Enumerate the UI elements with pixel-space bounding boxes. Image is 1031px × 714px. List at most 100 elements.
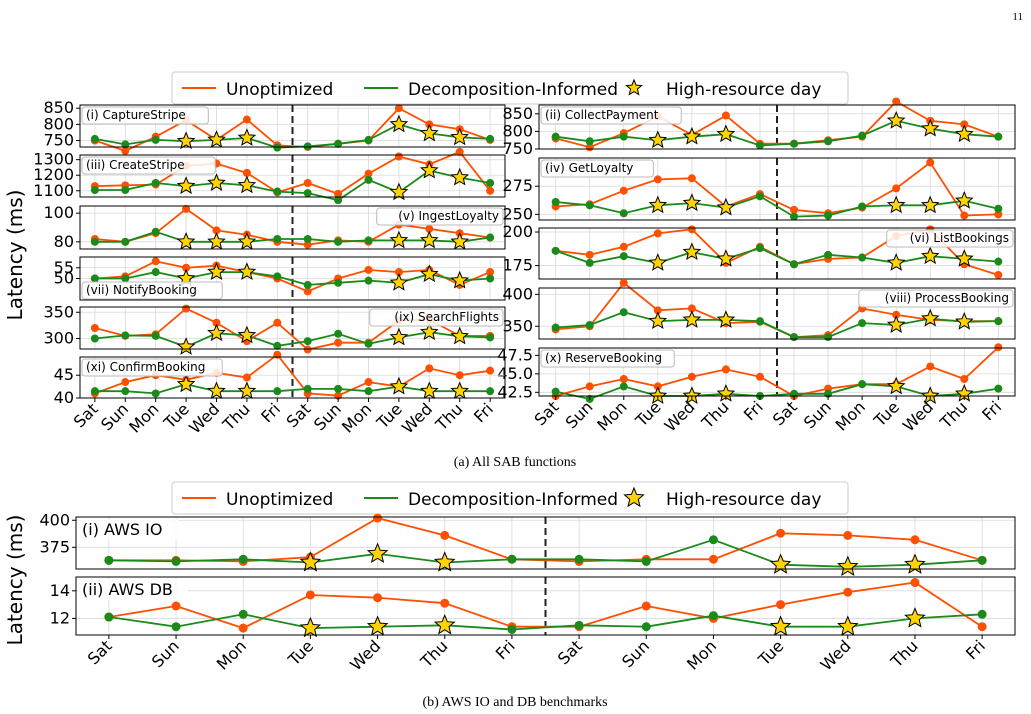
y-tick-label: 45: [54, 365, 74, 384]
panel-title-box: [540, 349, 675, 368]
point: [585, 382, 594, 391]
point: [858, 131, 867, 140]
x-tick-label: Sat: [769, 397, 801, 429]
point: [303, 179, 312, 187]
high-resource-star: [176, 337, 196, 355]
y-tick-label: 350: [43, 302, 74, 321]
point: [926, 362, 935, 371]
point: [858, 319, 867, 328]
high-resource-star: [682, 126, 702, 145]
point: [858, 380, 867, 389]
panel-11: 375 400 (i) AWS IO: [39, 510, 1016, 576]
high-resource-star: [682, 310, 702, 328]
y-tick-label: 400: [502, 284, 533, 303]
high-resource-star: [389, 272, 409, 291]
point: [824, 211, 833, 220]
point: [574, 620, 584, 630]
point: [394, 104, 403, 113]
point: [425, 364, 434, 373]
point: [776, 528, 786, 538]
point: [892, 310, 901, 319]
panel-title-box: [540, 106, 682, 125]
point: [619, 186, 628, 195]
x-tick-label: Thu: [936, 397, 971, 432]
point: [90, 237, 99, 246]
point: [104, 555, 114, 565]
legend-star-label-b: High-resource day: [666, 490, 821, 510]
panel-title-box: [81, 358, 223, 377]
point: [755, 141, 764, 150]
point: [619, 382, 628, 391]
point: [273, 272, 282, 281]
x-tick-label: Sun: [618, 636, 653, 671]
high-resource-star: [450, 231, 470, 250]
point: [364, 169, 373, 178]
point: [212, 318, 221, 327]
series-line-decomposition: [555, 311, 999, 339]
x-tick-label: Tue: [631, 397, 664, 430]
point: [242, 168, 251, 177]
point: [455, 147, 464, 156]
high-resource-star: [682, 242, 702, 261]
y-tick-label: 800: [502, 121, 533, 140]
point: [364, 276, 373, 285]
point: [619, 375, 628, 384]
high-resource-star: [207, 323, 226, 342]
point: [977, 555, 987, 565]
point: [90, 334, 99, 343]
point: [843, 530, 853, 540]
point: [486, 366, 495, 375]
high-resource-star: [648, 195, 668, 214]
panel-title: (vii) NotifyBooking: [86, 283, 197, 297]
high-resource-star: [237, 262, 257, 280]
x-tick-label: Wed: [899, 397, 937, 435]
point: [687, 372, 696, 381]
point: [721, 111, 730, 120]
high-resource-star: [433, 613, 456, 635]
point: [394, 268, 403, 277]
panel-title-box: [81, 156, 216, 175]
high-resource-star: [769, 615, 792, 636]
point: [994, 132, 1003, 141]
high-resource-star: [837, 615, 859, 636]
point: [334, 189, 343, 198]
panel-title: (iv) GetLoyalty: [545, 161, 633, 175]
point: [273, 318, 282, 327]
point: [619, 132, 628, 141]
panel-title-box: [81, 106, 209, 125]
point: [507, 624, 517, 634]
point: [364, 236, 373, 245]
series-line-decomposition: [94, 331, 491, 348]
y-tick-label: 750: [43, 131, 74, 150]
panel-frame: [538, 287, 1016, 340]
y-tick-label: 80: [54, 232, 74, 251]
high-resource-star: [450, 326, 470, 345]
high-resource-star: [419, 381, 439, 400]
x-tick-label: Mon: [338, 399, 375, 436]
high-resource-star: [389, 327, 409, 346]
high-resource-star: [207, 231, 226, 250]
point: [824, 137, 833, 146]
high-resource-star: [207, 173, 226, 191]
point: [151, 389, 160, 398]
high-resource-star: [450, 270, 470, 289]
x-tick-label: Mon: [832, 397, 869, 434]
point: [653, 229, 662, 238]
point: [708, 535, 718, 545]
point: [238, 554, 248, 564]
point: [892, 184, 901, 193]
x-tick-label: Sun: [148, 636, 183, 671]
x-tick-label: Thu: [218, 399, 253, 434]
y-tick-label: 350: [502, 316, 533, 335]
x-tick-label: Mon: [213, 636, 250, 673]
panel-title: (i) CaptureStripe: [86, 108, 186, 122]
point: [182, 204, 191, 213]
point: [242, 373, 251, 382]
x-tick-label: Mon: [125, 399, 162, 436]
point: [551, 323, 560, 332]
x-tick-label: Fri: [257, 399, 284, 426]
point: [486, 333, 495, 342]
y-tick-label: 375: [39, 537, 70, 556]
panel-title-box: [369, 308, 504, 327]
